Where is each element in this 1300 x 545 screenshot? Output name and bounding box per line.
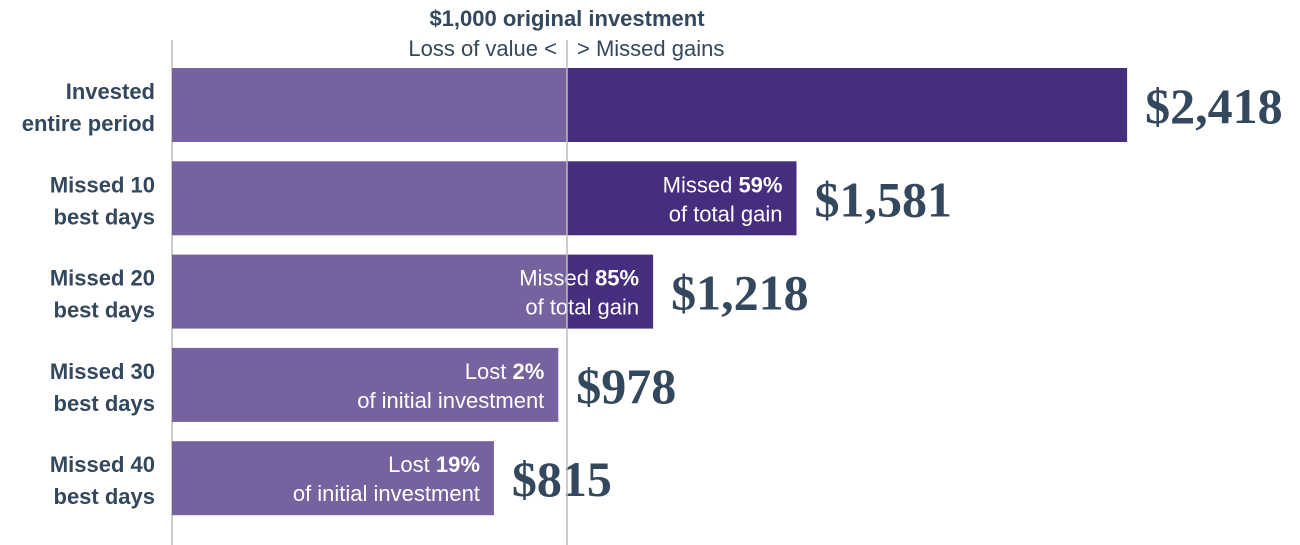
annotation-line2: of total gain [525, 295, 639, 320]
category-label: best days [54, 298, 156, 323]
bar-base [172, 441, 494, 516]
loss-of-value-label: Loss of value < [408, 36, 557, 61]
bar-gain [567, 161, 797, 236]
value-label: $815 [512, 451, 612, 507]
annotation-line1: Lost 2% [465, 359, 545, 384]
category-label: Missed 10 [50, 172, 155, 197]
bar-gain [567, 68, 1128, 142]
bar-base [172, 347, 559, 422]
category-label: Missed 30 [50, 359, 155, 384]
category-label: best days [54, 204, 156, 229]
annotation-line1: Missed 85% [519, 266, 639, 291]
bar-base [172, 68, 567, 142]
bar-gain [567, 254, 654, 329]
category-label: entire period [22, 111, 155, 136]
annotation-line1: Lost 19% [388, 452, 480, 477]
value-label: $978 [576, 358, 676, 414]
bar-base [172, 161, 567, 236]
category-label: best days [54, 484, 156, 509]
annotation-line2: of total gain [669, 201, 783, 226]
annotation-line2: of initial investment [293, 481, 480, 506]
value-label: $2,418 [1145, 78, 1283, 134]
category-label: Invested [66, 79, 155, 104]
annotation-line1: Missed 59% [663, 172, 783, 197]
annotation-line2: of initial investment [357, 388, 544, 413]
category-label: Missed 20 [50, 266, 155, 291]
chart-title: $1,000 original investment [429, 6, 705, 31]
bar-base [172, 254, 567, 329]
category-label: Missed 40 [50, 452, 155, 477]
category-label: best days [54, 391, 156, 416]
value-label: $1,581 [814, 171, 952, 227]
missed-gains-label: > Missed gains [577, 36, 724, 61]
value-label: $1,218 [671, 265, 809, 321]
